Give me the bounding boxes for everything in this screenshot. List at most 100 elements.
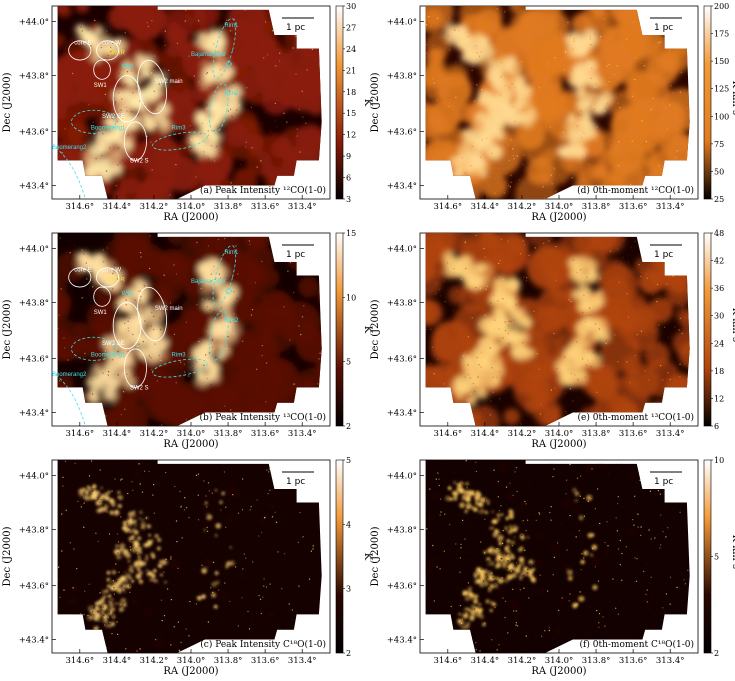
x-tick-label: 313.8°	[214, 202, 243, 212]
label-core-e: core E	[74, 268, 91, 274]
x-tick-label: 314.2°	[140, 202, 169, 212]
colorbar	[703, 459, 712, 654]
y-tick-label: +43.6°	[19, 127, 49, 137]
colorbar	[703, 232, 712, 427]
y-tick-label: +43.8°	[19, 298, 49, 308]
colorbar-tick-label: 10	[714, 456, 724, 465]
y-tick-label: +44.0°	[387, 471, 417, 481]
panel-caption: (e) 0th-moment ¹³CO(1-0)	[578, 412, 694, 423]
x-tick-label: 314.6°	[434, 429, 463, 439]
x-axis-label: RA (J2000)	[163, 212, 218, 223]
colorbar-tick-label: 6	[714, 422, 719, 431]
panel-e-figure: 1 pc (e) 0th-moment ¹³CO(1-0) 314.6° 314.4°…	[370, 229, 735, 450]
panel-caption: (c) Peak Intensity C¹⁸O(1-0)	[200, 639, 326, 650]
panel-caption: (f) 0th-moment C¹⁸O(1-0)	[580, 639, 694, 650]
intensity-map	[57, 6, 322, 199]
colorbar-tick-label: 24	[714, 339, 724, 348]
y-tick-label: +43.6°	[19, 581, 49, 591]
x-tick-label: 314.2°	[508, 656, 537, 666]
colorbar-tick-label: 6	[346, 174, 351, 183]
region-boomerang2	[51, 371, 86, 427]
colorbar-label: K km s⁻¹	[730, 308, 735, 352]
region-core-e	[68, 40, 92, 61]
y-tick-label: +43.4°	[19, 408, 49, 418]
colorbar	[703, 5, 712, 200]
colorbar-tick-label: 25	[714, 195, 724, 204]
region-boomerang1	[71, 109, 117, 134]
colorbar-tick-label: 3	[346, 195, 351, 204]
colorbar-tick-label: 75	[714, 140, 724, 149]
region-rim3	[152, 358, 208, 378]
x-tick-label: 314.4°	[103, 656, 132, 666]
label-sw2-main: SW2 main	[155, 79, 183, 85]
panel-d-figure: 1 pc (d) 0th-moment ¹²CO(1-0) 314.6° 314.4°…	[370, 2, 735, 223]
x-tick-label: 314.4°	[471, 202, 500, 212]
bajamar-star-marker	[225, 60, 233, 68]
region-rim2	[209, 310, 229, 361]
y-axis-label: Dec (J2000)	[2, 299, 13, 359]
label-bajamar-star: Bajamar Star	[191, 52, 226, 58]
label-boomerang2: Boomerang2	[52, 372, 87, 378]
colorbar-tick-label: 15	[346, 229, 356, 238]
label-sw-ir: SW IR	[108, 50, 126, 56]
label-core-w: core W	[102, 41, 121, 47]
region-core-e	[68, 267, 92, 288]
y-tick-label: +43.4°	[387, 408, 417, 418]
x-tick-label: 314.6°	[434, 202, 463, 212]
y-tick-label: +43.4°	[19, 181, 49, 191]
colorbar-tick-label: 5	[346, 456, 351, 465]
intensity-map	[425, 6, 690, 199]
panel-caption: (b) Peak Intensity ¹³CO(1-0)	[200, 412, 326, 423]
x-tick-label: 313.8°	[214, 656, 243, 666]
x-tick-label: 314.2°	[508, 429, 537, 439]
x-tick-label: 313.8°	[582, 656, 611, 666]
region-sw1	[93, 286, 111, 307]
label-boomerang1: Boomerang1	[91, 353, 126, 359]
x-tick-label: 314.4°	[103, 429, 132, 439]
region-sw2-se	[112, 75, 142, 123]
x-tick-label: 313.6°	[251, 429, 280, 439]
x-axis-label: RA (J2000)	[163, 439, 218, 450]
region-boomerang2	[51, 144, 86, 200]
y-tick-label: +43.8°	[387, 298, 417, 308]
x-axis-label: RA (J2000)	[531, 666, 586, 677]
colorbar-tick-label: 175	[714, 30, 729, 39]
colorbar-tick-label: 27	[346, 23, 356, 32]
intensity-map	[57, 460, 322, 653]
y-tick-label: +44.0°	[19, 244, 49, 254]
x-tick-label: 314.2°	[508, 202, 537, 212]
colorbar-tick-label: 50	[714, 167, 724, 176]
bajamar-star-marker	[225, 287, 233, 295]
label-sw2-main: SW2 main	[155, 306, 183, 312]
colorbar-tick-label: 3	[346, 585, 351, 594]
scalebar-label: 1 pc	[654, 250, 673, 260]
colorbar-tick-label: 5	[714, 553, 719, 562]
label-core-e: core E	[74, 41, 91, 47]
region-sw2-s	[123, 121, 147, 161]
x-tick-label: 314.6°	[66, 656, 95, 666]
label-rim3: Rim3	[172, 353, 187, 359]
colorbar-tick-label: 24	[346, 45, 356, 54]
region-rim1	[212, 245, 237, 306]
region-core-w	[96, 267, 120, 288]
panel-d: 1 pc (d) 0th-moment ¹²CO(1-0) 314.6° 314.4°…	[368, 0, 735, 227]
colorbar-tick-label: 12	[346, 131, 356, 140]
label-sw2-s: SW2 S	[130, 158, 149, 164]
scalebar-label: 1 pc	[654, 23, 673, 33]
colorbar-tick-label: 18	[714, 367, 724, 376]
x-tick-label: 313.8°	[582, 202, 611, 212]
x-axis-label: RA (J2000)	[531, 439, 586, 450]
y-tick-label: +44.0°	[387, 17, 417, 27]
x-tick-label: 314.4°	[471, 656, 500, 666]
label-sw1: SW1	[94, 83, 108, 89]
x-tick-label: 314.0°	[545, 656, 574, 666]
panel-a: 1 pc (a) Peak Intensity ¹²CO(1-0) 314.6° 31…	[0, 0, 373, 227]
x-axis-label: RA (J2000)	[163, 666, 218, 677]
x-tick-label: 313.6°	[619, 429, 648, 439]
colorbar	[335, 232, 344, 427]
label-sw-ir: SW IR	[108, 277, 126, 283]
label-rim3: Rim3	[172, 126, 187, 132]
label-core-w: core W	[102, 268, 121, 274]
region-sw2-se	[112, 302, 142, 350]
colorbar-label: K	[362, 553, 373, 561]
